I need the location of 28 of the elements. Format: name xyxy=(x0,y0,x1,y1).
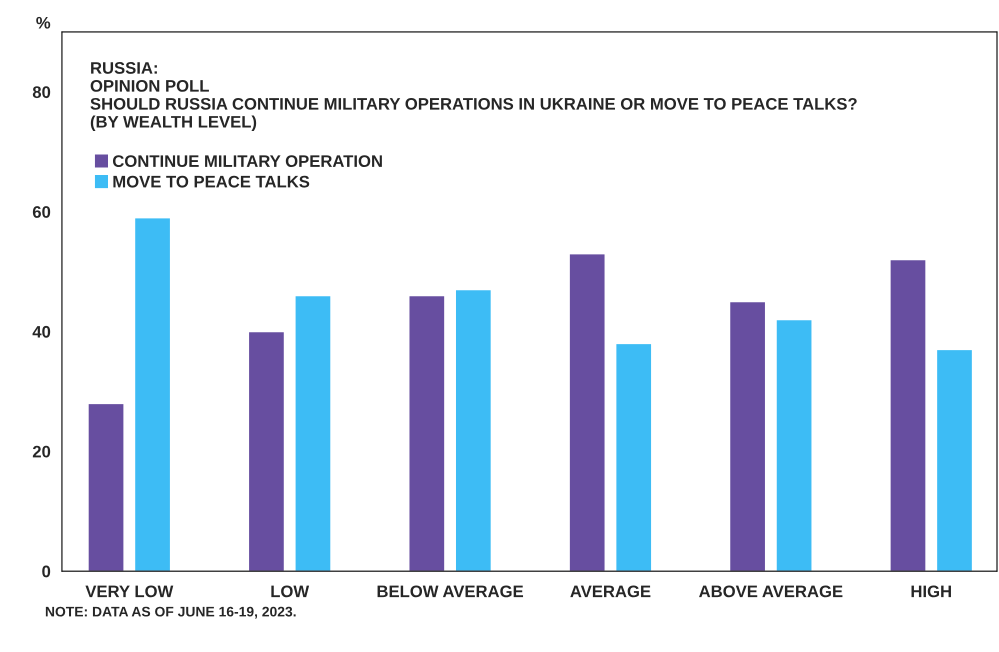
bar xyxy=(294,294,332,572)
bar xyxy=(134,216,172,572)
legend-label: MOVE TO PEACE TALKS xyxy=(113,176,310,188)
y-tick-label: 0 xyxy=(42,566,50,578)
bar xyxy=(454,288,492,572)
bar xyxy=(248,330,286,572)
y-tick-label: 40 xyxy=(32,326,50,338)
bar xyxy=(775,318,813,572)
bar xyxy=(408,294,446,572)
x-tick-label: HIGH xyxy=(912,585,951,598)
x-tick-label: AVERAGE xyxy=(570,585,650,598)
bar xyxy=(87,402,125,572)
y-tick-label: 80 xyxy=(32,86,50,98)
x-tick-label: BELOW AVERAGE xyxy=(378,585,524,598)
text: RUSSIA: OPINION POLL SHOULD RUSSIA CONTINUE MILITARY OPERATIONS IN UKRAINE OR MOVE TO PEACE TALKS? (BY WEALTH LEVEL) xyxy=(90,62,857,131)
y-tick-label: 60 xyxy=(32,206,50,218)
x-tick-label: ABOVE AVERAGE xyxy=(699,585,842,598)
text: NOTE: DATA AS OF JUNE 16-19, 2023. xyxy=(46,606,296,619)
bar xyxy=(614,342,652,572)
y-axis-title: % xyxy=(36,16,50,29)
bar xyxy=(936,348,974,572)
x-tick-label: VERY LOW xyxy=(85,585,174,598)
y-tick-label: 20 xyxy=(32,446,50,458)
legend-label: CONTINUE MILITARY OPERATION xyxy=(112,155,382,168)
bar xyxy=(889,258,927,572)
bar xyxy=(728,300,766,572)
x-tick-label: LOW xyxy=(271,585,310,598)
bar xyxy=(568,252,606,572)
